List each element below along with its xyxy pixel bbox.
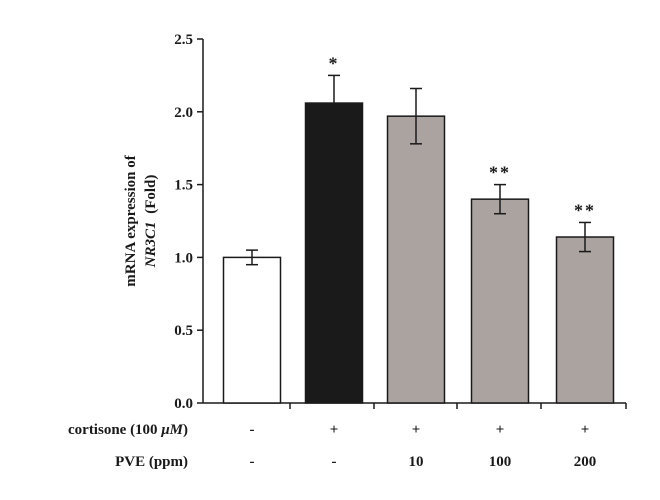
condition-value: +: [330, 422, 339, 438]
condition-value: 10: [409, 454, 424, 470]
significance-marker: *: [329, 53, 340, 73]
bar: [386, 115, 446, 404]
significance-marker: **: [574, 200, 596, 220]
y-tick-label: 0.5: [174, 323, 193, 339]
y-axis-label-line1: mRNA expression of: [123, 154, 139, 286]
y-tick-label: 0.0: [174, 396, 193, 412]
condition-value: +: [581, 422, 590, 438]
y-axis-label-gene: NR3C1: [143, 222, 159, 269]
bar: [222, 256, 282, 404]
condition-label-cortisone: cortisone (100 μM): [68, 422, 188, 438]
bars: [222, 102, 615, 404]
significance-marker: **: [489, 163, 511, 183]
bar: [555, 236, 615, 404]
bar: [304, 102, 364, 404]
condition-value: -: [250, 454, 255, 470]
error-bars: [246, 74, 591, 266]
condition-value: +: [412, 422, 421, 438]
condition-value: -: [332, 454, 337, 470]
y-axis-label-unit: (Fold): [143, 175, 159, 214]
significance-markers: *****: [329, 53, 596, 220]
y-axis-label-line2: NR3C1 (Fold): [143, 175, 159, 269]
y-tick-label: 2.0: [174, 105, 193, 121]
condition-value: 200: [574, 454, 597, 470]
y-tick-label: 1.0: [174, 250, 193, 266]
condition-label-pve: PVE (ppm): [115, 454, 188, 470]
condition-table: cortisone (100 μM) PVE (ppm) - + + + + - - 10 10…: [68, 422, 596, 470]
bar: [470, 198, 530, 404]
condition-value: 100: [489, 454, 512, 470]
condition-value: -: [250, 422, 255, 438]
y-tick-label: 1.5: [174, 178, 193, 194]
condition-value: +: [496, 422, 505, 438]
y-tick-label: 2.5: [174, 32, 193, 48]
y-axis-label: mRNA expression of NR3C1 (Fold): [123, 154, 159, 286]
